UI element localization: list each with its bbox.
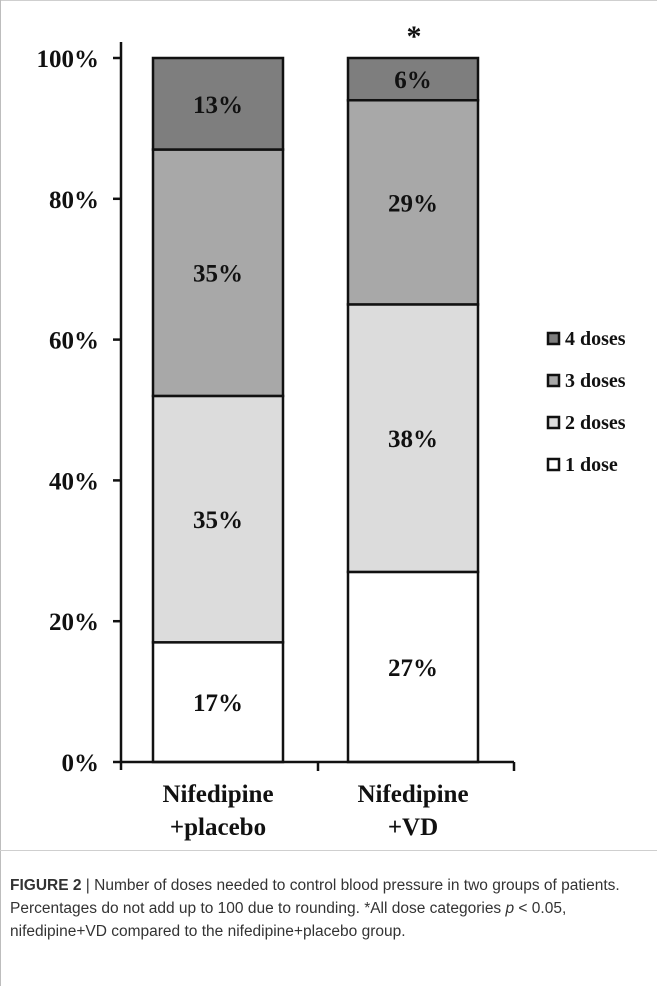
caption-divider <box>0 850 657 851</box>
data-label: 17% <box>193 690 243 717</box>
significance-asterisk: * <box>407 20 422 53</box>
data-label: 35% <box>193 261 243 288</box>
stacked-bar-chart: 17% 35% 35% 13% 27% 38% 29% 6% 0% 20% 40% 60% 80% 10… <box>37 20 626 841</box>
bar-segment-2-doses-0 <box>151 394 285 644</box>
y-tick-label: 80% <box>49 187 99 214</box>
y-ticks-group: 0% 20% 40% 60% 80% 100% <box>37 46 121 777</box>
x-category-label: Nifedipine <box>162 781 273 808</box>
y-tick-label: 40% <box>49 468 99 495</box>
legend-swatch-3-doses <box>546 373 561 388</box>
legend-group: 4 doses 3 doses 2 doses 1 dose <box>546 328 626 476</box>
bars-group <box>151 56 480 764</box>
top-border <box>0 0 657 1</box>
bar-segment-2-doses-1 <box>346 303 480 574</box>
caption-text-1: Number of doses needed to control blood … <box>10 877 620 917</box>
legend-label: 4 doses <box>565 328 626 350</box>
y-tick-label: 60% <box>49 328 99 355</box>
bar-labels-group: 17% 35% 35% 13% 27% 38% 29% 6% <box>193 67 438 717</box>
axes-group <box>119 42 516 771</box>
data-label: 29% <box>388 190 438 217</box>
bar-segment-1-dose-0 <box>151 641 285 764</box>
x-category-label: +placebo <box>170 814 266 841</box>
figure-caption: FIGURE 2 | Number of doses needed to con… <box>10 874 650 943</box>
legend-swatch-4-doses <box>546 331 561 346</box>
y-tick-label: 20% <box>49 609 99 636</box>
data-label: 6% <box>394 67 432 94</box>
bar-segment-4-doses-1 <box>346 56 480 102</box>
data-label: 35% <box>193 507 243 534</box>
legend-swatch-1-dose <box>546 457 561 472</box>
x-category-label: Nifedipine <box>357 781 468 808</box>
data-label: 27% <box>388 655 438 682</box>
legend-label: 2 doses <box>565 412 626 434</box>
bar-segment-3-doses-1 <box>346 98 480 306</box>
x-category-label: +VD <box>388 814 438 841</box>
legend-swatch-2-doses <box>546 415 561 430</box>
legend-label: 3 doses <box>565 370 626 392</box>
data-label: 13% <box>193 92 243 119</box>
caption-p-symbol: p <box>505 900 515 917</box>
bar-segment-4-doses-0 <box>151 56 285 151</box>
y-tick-label: 100% <box>37 46 100 73</box>
left-border <box>0 0 1 986</box>
x-labels-group: Nifedipine +placebo Nifedipine +VD <box>162 781 468 841</box>
caption-separator: | <box>85 877 90 894</box>
figure-label: FIGURE 2 <box>10 877 82 894</box>
caption-text-2: < 0.05, nifedipine+VD compared to the ni… <box>10 900 567 940</box>
legend-label: 1 dose <box>565 454 618 476</box>
data-label: 38% <box>388 426 438 453</box>
y-tick-label: 0% <box>62 750 100 777</box>
